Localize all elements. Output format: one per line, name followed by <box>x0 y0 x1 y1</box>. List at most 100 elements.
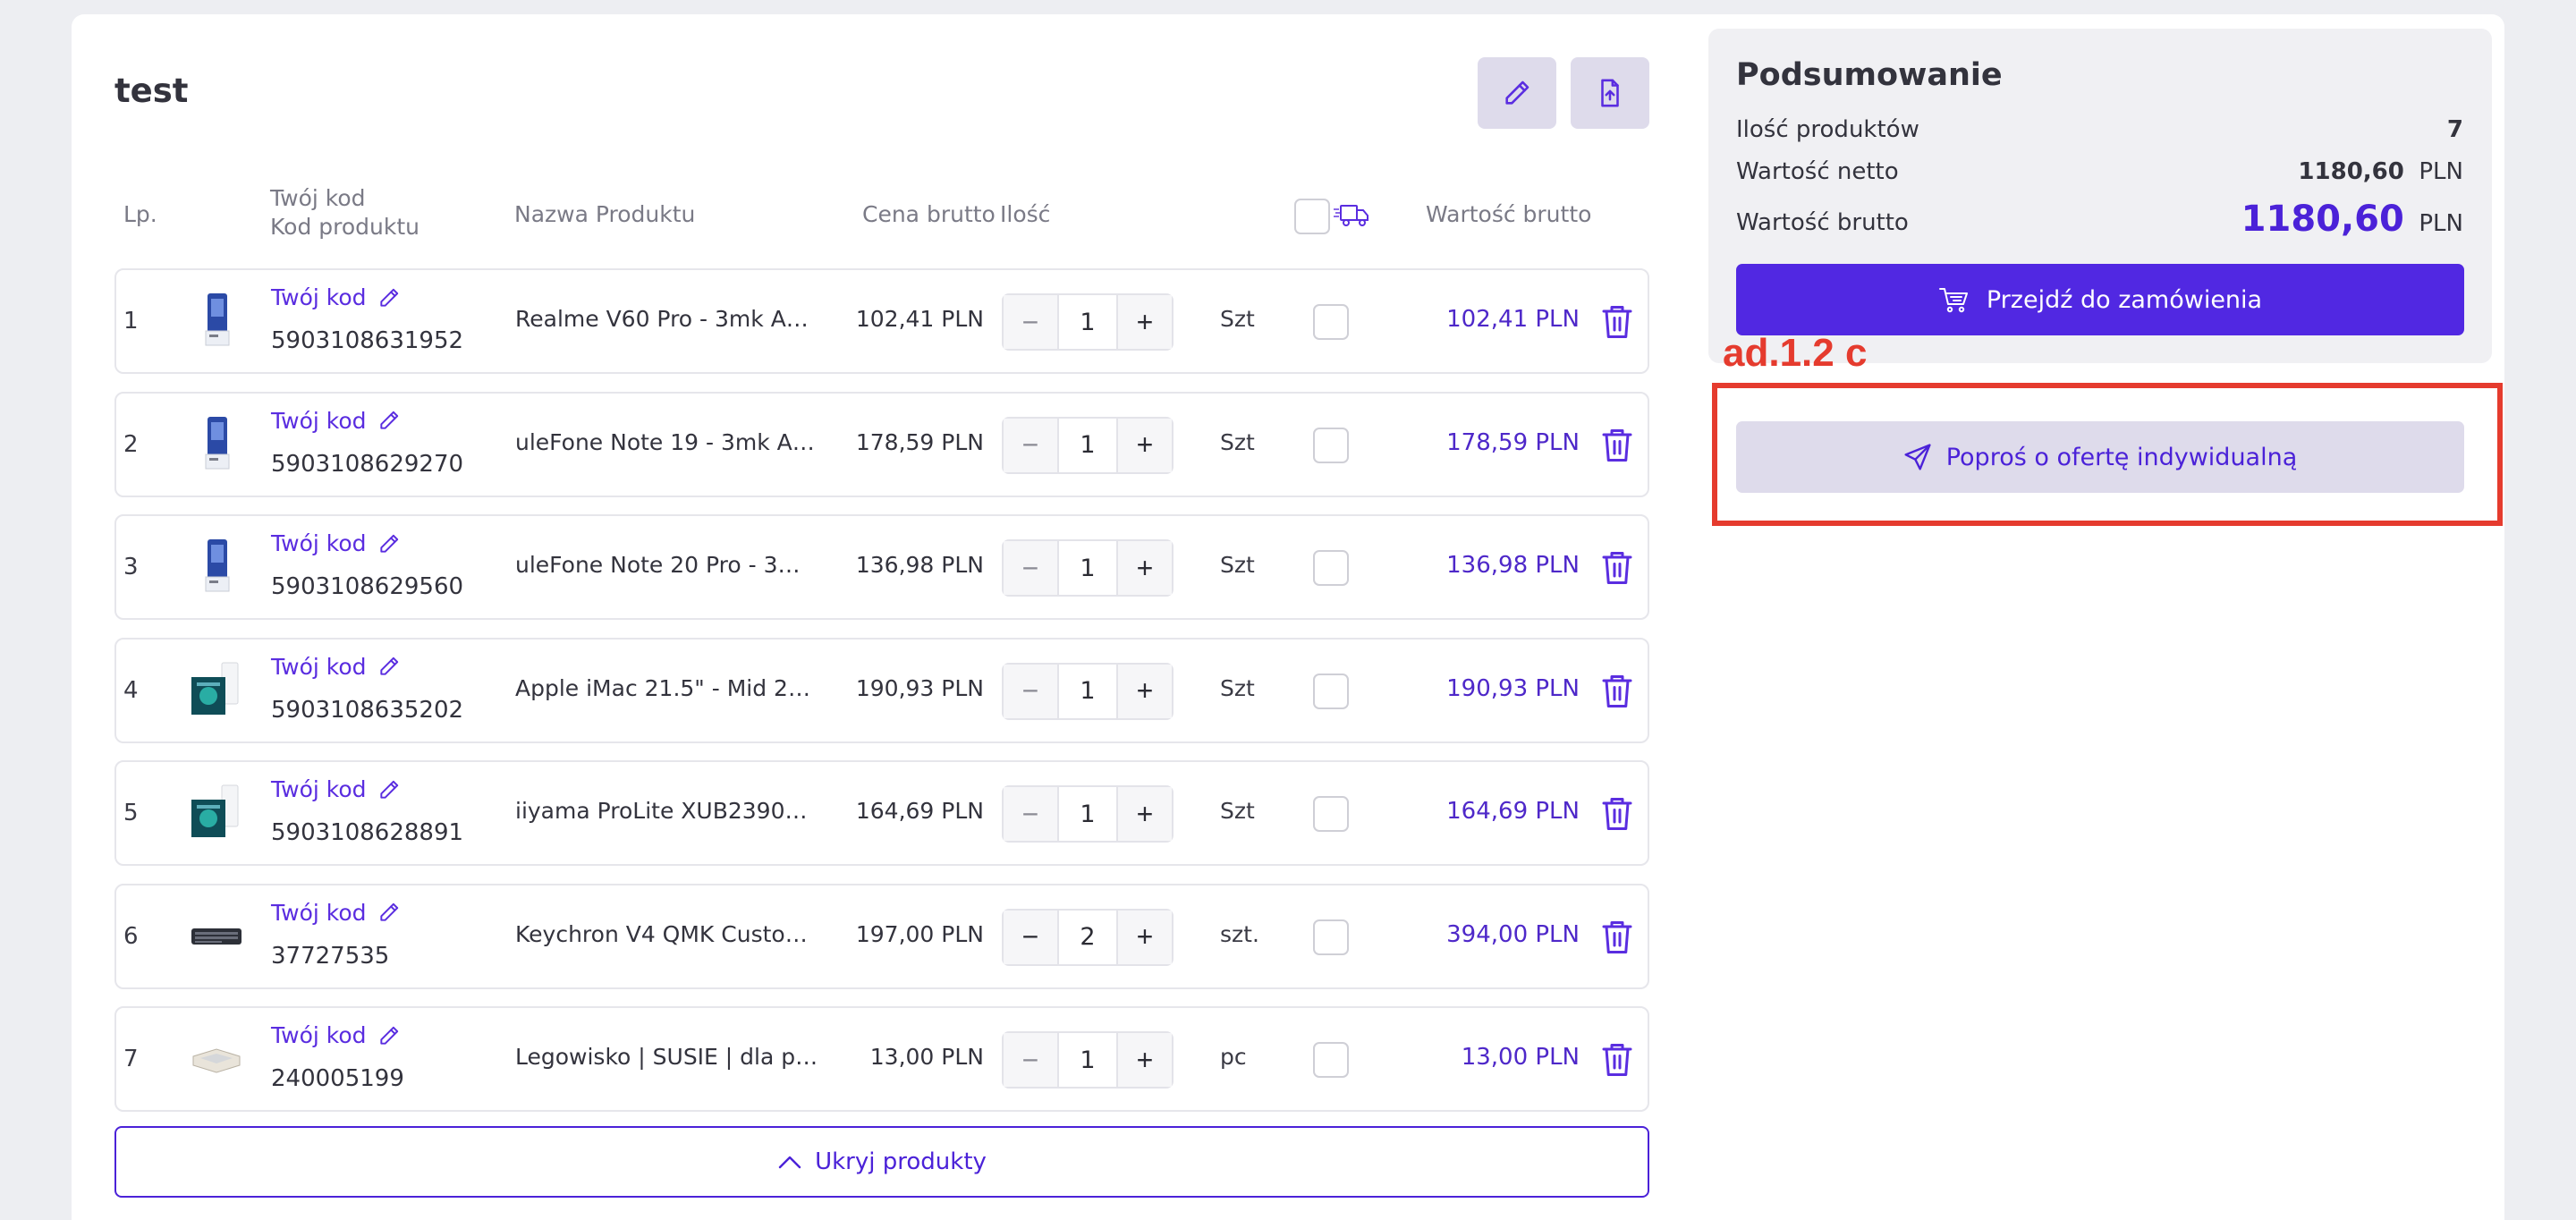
product-thumbnail[interactable] <box>190 1029 243 1087</box>
trash-icon[interactable] <box>1601 674 1633 709</box>
net-label: Wartość netto <box>1736 158 1899 185</box>
product-name[interactable]: Legowisko | SUSIE | dla psa |… <box>515 1044 819 1070</box>
unit-price: 136,98 PLN <box>855 552 984 578</box>
quantity-input[interactable]: 2 <box>1057 910 1118 964</box>
your-code-link[interactable]: Twój kod <box>271 654 401 680</box>
hide-products-button[interactable]: Ukryj produkty <box>114 1126 1649 1198</box>
header-quantity: Ilość <box>1000 201 1051 227</box>
table-row: 2 Twój kod 5903108629270 uleFone Note 19… <box>114 391 1649 497</box>
row-checkbox[interactable] <box>1313 427 1349 463</box>
decrease-quantity-button[interactable]: − <box>1004 418 1057 472</box>
increase-quantity-button[interactable]: + <box>1118 910 1172 964</box>
your-code-link[interactable]: Twój kod <box>271 284 401 310</box>
product-code: 5903108635202 <box>271 696 464 724</box>
select-all-checkbox[interactable] <box>1294 199 1330 234</box>
product-thumbnail[interactable] <box>190 907 243 964</box>
quantity-input[interactable]: 1 <box>1057 1033 1118 1087</box>
your-code-link[interactable]: Twój kod <box>271 776 401 802</box>
product-thumbnail[interactable] <box>190 292 243 349</box>
product-thumbnail[interactable] <box>190 415 243 472</box>
product-name[interactable]: uleFone Note 20 Pro - 3mk … <box>515 552 819 578</box>
table-row: 4 Twój kod 5903108635202 Apple iMac 21.5… <box>114 637 1649 743</box>
your-code-link[interactable]: Twój kod <box>271 530 401 556</box>
edit-list-button[interactable] <box>1478 57 1556 129</box>
quantity-input[interactable]: 1 <box>1057 787 1118 841</box>
product-name[interactable]: uleFone Note 19 - 3mk ARC+ <box>515 428 819 455</box>
quantity-stepper: − 1 + <box>1002 662 1174 720</box>
trash-icon[interactable] <box>1601 550 1633 586</box>
decrease-quantity-button[interactable]: − <box>1004 295 1057 349</box>
increase-quantity-button[interactable]: + <box>1118 664 1172 718</box>
request-individual-offer-button[interactable]: Poproś o ofertę indywidualną <box>1736 421 2464 493</box>
unit-price: 164,69 PLN <box>855 798 984 824</box>
decrease-quantity-button[interactable]: − <box>1004 787 1057 841</box>
row-total: 178,59 PLN <box>1446 428 1580 456</box>
unit-label: Szt <box>1220 306 1255 332</box>
decrease-quantity-button[interactable]: − <box>1004 910 1057 964</box>
your-code-link[interactable]: Twój kod <box>271 1022 401 1048</box>
request-offer-label: Poproś o ofertę indywidualną <box>1945 443 2298 471</box>
hide-products-label: Ukryj produkty <box>815 1148 987 1175</box>
your-code-label: Twój kod <box>271 407 367 434</box>
row-checkbox[interactable] <box>1313 919 1349 955</box>
unit-price: 197,00 PLN <box>855 920 984 947</box>
table-row: 3 Twój kod 5903108629560 uleFone Note 20… <box>114 514 1649 620</box>
row-checkbox[interactable] <box>1313 796 1349 832</box>
row-total: 136,98 PLN <box>1446 552 1580 579</box>
go-to-order-label: Przejdź do zamówienia <box>1986 285 2263 314</box>
product-thumbnail[interactable] <box>190 538 243 595</box>
trash-icon[interactable] <box>1601 428 1633 463</box>
header-price: Cena brutto <box>862 201 996 227</box>
row-checkbox[interactable] <box>1313 1042 1349 1078</box>
your-code-label: Twój kod <box>271 776 367 802</box>
increase-quantity-button[interactable]: + <box>1118 1033 1172 1087</box>
export-list-button[interactable] <box>1571 57 1649 129</box>
product-code: 5903108631952 <box>271 327 464 354</box>
product-code: 5903108629270 <box>271 450 464 478</box>
pencil-icon <box>379 411 398 429</box>
row-checkbox[interactable] <box>1313 550 1349 586</box>
product-thumbnail[interactable] <box>190 661 243 718</box>
your-code-link[interactable]: Twój kod <box>271 408 401 434</box>
increase-quantity-button[interactable]: + <box>1118 787 1172 841</box>
row-total: 102,41 PLN <box>1446 306 1580 333</box>
annotation-highlight-box <box>1712 383 2503 526</box>
trash-icon[interactable] <box>1601 796 1633 832</box>
product-name[interactable]: Realme V60 Pro - 3mk ARC+ <box>515 306 819 332</box>
product-name[interactable]: Apple iMac 21.5" - Mid 2017… <box>515 674 819 701</box>
increase-quantity-button[interactable]: + <box>1118 541 1172 595</box>
product-thumbnail[interactable] <box>190 784 243 841</box>
trash-icon[interactable] <box>1601 919 1633 955</box>
decrease-quantity-button[interactable]: − <box>1004 541 1057 595</box>
product-code: 37727535 <box>271 942 390 970</box>
product-name[interactable]: iiyama ProLite XUB2390HS… <box>515 798 819 824</box>
trash-icon[interactable] <box>1601 304 1633 340</box>
annotation-label: ad.1.2 c <box>1723 331 1868 375</box>
decrease-quantity-button[interactable]: − <box>1004 664 1057 718</box>
summary-gross-row: Wartość brutto 1180,60 PLN <box>1736 199 2463 240</box>
quantity-input[interactable]: 1 <box>1057 541 1118 595</box>
row-number: 1 <box>123 308 139 335</box>
quantity-input[interactable]: 1 <box>1057 418 1118 472</box>
net-value: 1180,60 <box>2298 158 2404 185</box>
go-to-order-button[interactable]: Przejdź do zamówienia <box>1736 264 2464 335</box>
summary-panel: Podsumowanie Ilość produktów 7 Wartość n… <box>1708 29 2492 363</box>
unit-price: 102,41 PLN <box>855 306 984 332</box>
quantity-input[interactable]: 1 <box>1057 295 1118 349</box>
unit-label: Szt <box>1220 674 1255 701</box>
quantity-input[interactable]: 1 <box>1057 664 1118 718</box>
send-icon <box>1904 444 1931 470</box>
your-code-link[interactable]: Twój kod <box>271 900 401 926</box>
increase-quantity-button[interactable]: + <box>1118 418 1172 472</box>
product-name[interactable]: Keychron V4 QMK Custom … <box>515 920 819 947</box>
row-total: 190,93 PLN <box>1446 674 1580 702</box>
increase-quantity-button[interactable]: + <box>1118 295 1172 349</box>
your-code-label: Twój kod <box>271 284 367 310</box>
gross-value: 1180,60 <box>2241 199 2404 240</box>
trash-icon[interactable] <box>1601 1042 1633 1078</box>
decrease-quantity-button[interactable]: − <box>1004 1033 1057 1087</box>
quantity-stepper: − 1 + <box>1002 293 1174 351</box>
row-checkbox[interactable] <box>1313 304 1349 340</box>
row-checkbox[interactable] <box>1313 673 1349 709</box>
table-row: 7 Twój kod 240005199 Legowisko | SUSIE |… <box>114 1006 1649 1112</box>
